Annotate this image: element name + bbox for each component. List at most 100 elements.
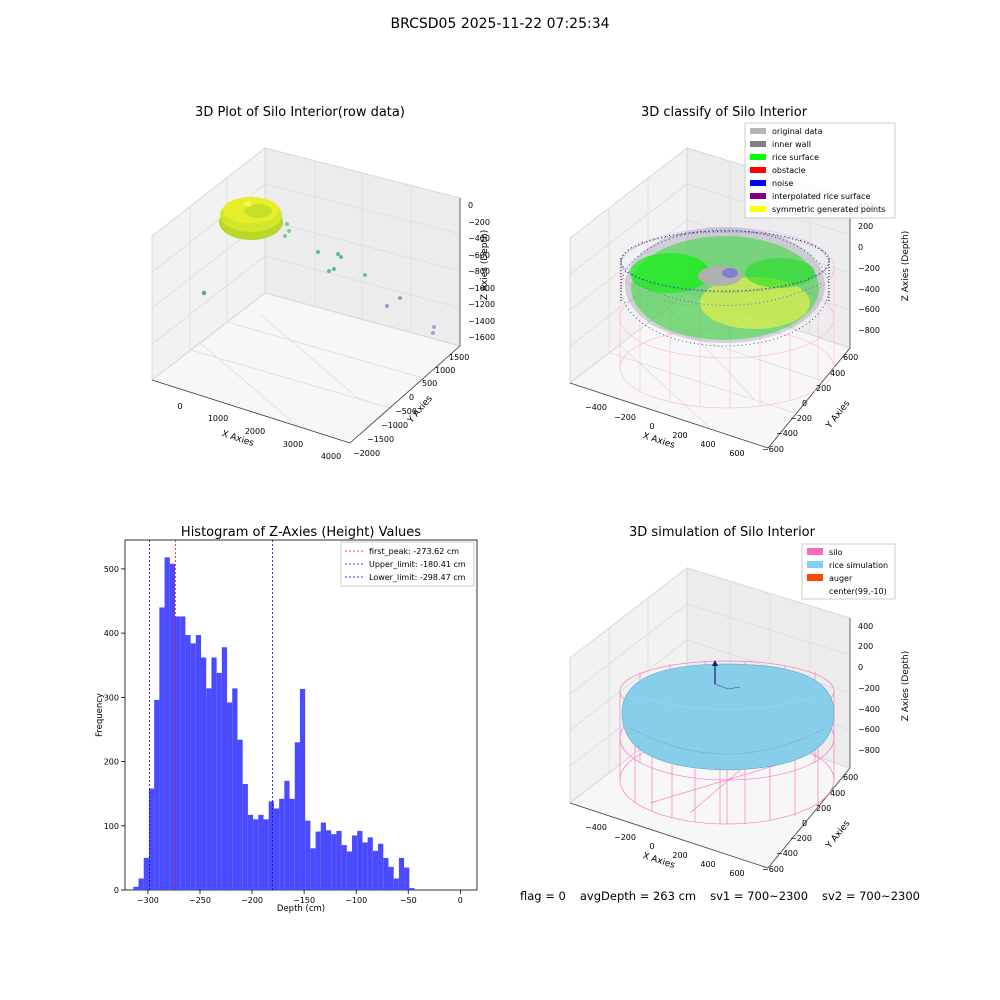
legend-label: auger — [829, 574, 853, 583]
y-tick-label: 0 — [114, 886, 119, 895]
histogram-y-ticks: 0 100 200 300 400 500 — [104, 565, 125, 895]
raw-x-tick: 2000 — [245, 427, 265, 436]
classify-y-tick: 0 — [802, 399, 807, 408]
status-sv2: sv2 = 700~2300 — [822, 889, 920, 903]
histogram-bar — [388, 866, 394, 890]
simulation-x-tick: 0 — [649, 842, 654, 851]
histogram-y-label: Frequency — [95, 693, 105, 737]
histogram-bar — [185, 635, 191, 890]
raw-y-tick: 500 — [422, 379, 437, 388]
legend-swatch — [807, 574, 823, 581]
histogram-bar — [216, 672, 222, 890]
simulation-x-axis-line — [569, 802, 769, 869]
legend-entry-auger: auger — [807, 574, 853, 583]
classify-z-tick: −400 — [858, 285, 880, 294]
raw-z-tick: −600 — [468, 251, 490, 260]
histogram-bar — [133, 886, 139, 890]
classify-x-tick: 0 — [649, 422, 654, 431]
histogram-bar — [367, 837, 373, 890]
raw-z-tick: 0 — [468, 201, 473, 210]
legend-entry-original-data: original data — [750, 127, 823, 136]
x-tick-label: −100 — [345, 896, 367, 905]
raw-y-axis-line — [349, 345, 461, 444]
histogram-bar — [258, 814, 264, 890]
histogram-bar — [154, 699, 160, 890]
legend-swatch — [750, 141, 766, 147]
simulation-z-tick: 0 — [858, 663, 863, 672]
histogram-bar — [159, 607, 165, 890]
histogram-bar — [169, 563, 175, 890]
classify-z-tick: 0 — [858, 243, 863, 252]
legend-swatch — [750, 128, 766, 134]
histogram-title: Histogram of Z-Axies (Height) Values — [181, 525, 421, 540]
status-sv1: sv1 = 700~2300 — [710, 889, 809, 903]
simulation-legend: silo rice simulation auger center(99,-10… — [801, 543, 896, 600]
histogram-bar — [357, 830, 363, 890]
simulation-z-tick: 400 — [858, 622, 873, 631]
raw-x-tick: 1000 — [208, 414, 228, 423]
status-flag: flag = 0 — [520, 889, 566, 903]
simulation-x-tick: −400 — [585, 823, 607, 832]
x-tick-label: −50 — [400, 896, 417, 905]
histogram-bar — [372, 850, 379, 890]
depth-histogram: Histogram of Z-Axies (Height) Values −30… — [95, 525, 478, 914]
histogram-bar — [201, 657, 207, 890]
legend-swatch — [750, 193, 766, 199]
histogram-bar — [180, 616, 186, 890]
histogram-x-label: Depth (cm) — [277, 904, 325, 914]
legend-entry-silo: silo — [807, 548, 843, 557]
status-avg-depth: avgDepth = 263 cm — [579, 889, 697, 903]
legend-swatch — [807, 587, 823, 594]
simulation-y-tick: −200 — [790, 834, 812, 843]
legend-label: first_peak: -273.62 cm — [369, 547, 459, 556]
histogram-bar — [263, 819, 269, 890]
simulation-z-tick: −800 — [858, 746, 880, 755]
raw-z-tick: −1200 — [468, 300, 495, 309]
x-tick-label: −150 — [293, 896, 315, 905]
classify-z-tick: −800 — [858, 326, 880, 335]
classify-z-tick: −200 — [858, 264, 880, 273]
legend-swatch — [750, 167, 766, 173]
raw-x-tick: 3000 — [283, 440, 303, 449]
histogram-bar — [242, 784, 248, 890]
simulation-z-tick: −600 — [858, 725, 880, 734]
simulation-y-tick: 200 — [816, 804, 831, 813]
raw-x-tick: 0 — [177, 402, 182, 411]
histogram-bar — [310, 848, 316, 890]
raw-y-tick: −500 — [395, 407, 417, 416]
histogram-bar — [221, 647, 228, 890]
status-line: flag = 0 avgDepth = 263 cm sv1 = 700~2300 s… — [520, 889, 934, 903]
histogram-bar — [341, 845, 347, 890]
legend-entry-obstacle: obstacle — [750, 166, 806, 175]
histogram-bar — [143, 857, 149, 890]
histogram-bar — [346, 851, 353, 890]
classify-y-tick: −200 — [790, 414, 812, 423]
legend-entry-noise: noise — [750, 179, 793, 188]
classify-y-tick: 600 — [843, 353, 858, 362]
classify-x-tick: 400 — [700, 440, 715, 449]
legend-entry-interpolated-rice-surface: interpolated rice surface — [750, 192, 870, 201]
figure-title: BRCSD05 2025-11-22 07:25:34 — [390, 16, 610, 32]
simulation-y-tick: −600 — [762, 865, 784, 874]
simulation-x-tick: −200 — [614, 833, 636, 842]
classify-y-tick: 200 — [816, 384, 831, 393]
histogram-bar — [247, 814, 254, 890]
raw-y-tick: 1000 — [435, 366, 455, 375]
raw-y-tick: 0 — [409, 393, 414, 402]
histogram-bar — [352, 835, 358, 890]
raw-3d-plot: 3D Plot of Silo Interior(row data) 0 100… — [150, 105, 495, 461]
legend-entry-first-peak: first_peak: -273.62 cm — [345, 547, 459, 556]
simulation-z-tick: −400 — [858, 705, 880, 714]
legend-swatch — [750, 206, 766, 212]
legend-swatch — [750, 180, 766, 186]
legend-swatch — [807, 548, 823, 555]
legend-label: obstacle — [772, 166, 806, 175]
simulation-y-label: Y Axies — [824, 819, 853, 852]
histogram-bar — [206, 688, 212, 890]
legend-swatch — [750, 154, 766, 160]
histogram-bar — [237, 739, 243, 890]
histogram-bar — [148, 788, 155, 890]
histogram-bar — [409, 888, 415, 890]
legend-entry-center: center(99,-10) — [807, 587, 887, 596]
raw-x-axis-line — [151, 379, 351, 444]
